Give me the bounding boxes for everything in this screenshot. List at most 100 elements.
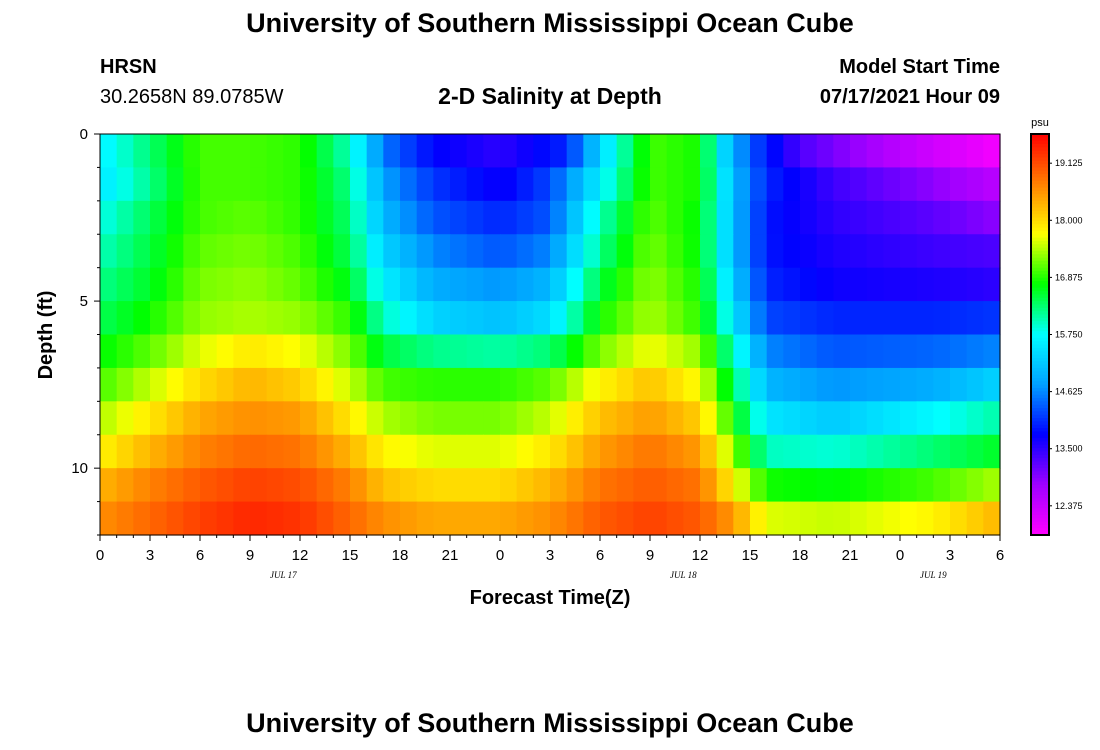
heatmap-cell [883, 434, 901, 469]
colorbar-segment [1031, 504, 1049, 509]
heatmap-cell [766, 468, 784, 503]
footer-title: University of Southern Mississippi Ocean… [246, 708, 854, 738]
heatmap-cell [583, 301, 601, 336]
heatmap-cell [216, 167, 234, 202]
heatmap-cell [133, 301, 151, 336]
heatmap-cell [133, 200, 151, 235]
heatmap-cell [283, 301, 301, 336]
heatmap-cell [166, 367, 184, 402]
heatmap-cell [833, 401, 851, 436]
heatmap-cell [933, 267, 951, 302]
colorbar-segment [1031, 421, 1049, 426]
heatmap-cell [783, 334, 801, 369]
heatmap-cell [750, 267, 768, 302]
heatmap-cell [283, 501, 301, 536]
heatmap-cell [383, 434, 401, 469]
heatmap-cell [233, 167, 251, 202]
heatmap-cell [550, 301, 568, 336]
heatmap-cell [750, 234, 768, 269]
heatmap-cell [450, 434, 468, 469]
heatmap-cell [416, 501, 434, 536]
heatmap-cell [683, 434, 701, 469]
heatmap-cell [916, 234, 934, 269]
heatmap-cell [900, 501, 918, 536]
colorbar-segment [1031, 384, 1049, 389]
heatmap-cell [833, 434, 851, 469]
heatmap-cell [466, 134, 484, 169]
colorbar-segment [1031, 140, 1049, 145]
heatmap-cell [950, 334, 968, 369]
heatmap-cell [416, 134, 434, 169]
heatmap-cell [600, 334, 618, 369]
heatmap-cell [533, 501, 551, 536]
heatmap-cell [800, 501, 818, 536]
heatmap-cell [766, 267, 784, 302]
x-tick-label: 12 [692, 547, 709, 564]
colorbar-segment [1031, 397, 1049, 402]
colorbar-segment [1031, 488, 1049, 493]
x-axis-label: Forecast Time(Z) [470, 587, 631, 609]
heatmap-cell [500, 468, 518, 503]
heatmap-cell [283, 200, 301, 235]
heatmap-cell [783, 134, 801, 169]
heatmap-cell [950, 468, 968, 503]
heatmap-cell [433, 200, 451, 235]
heatmap-cell [600, 468, 618, 503]
heatmap-cell [700, 367, 718, 402]
heatmap-cell [500, 267, 518, 302]
heatmap-cell [583, 401, 601, 436]
heatmap-cell [566, 301, 584, 336]
heatmap-cells [100, 134, 1001, 536]
heatmap-cell [766, 501, 784, 536]
heatmap-cell [550, 434, 568, 469]
y-tick-label: 0 [80, 126, 88, 143]
colorbar-segment [1031, 257, 1049, 262]
heatmap-cell [433, 267, 451, 302]
heatmap-cell [150, 134, 168, 169]
heatmap-cell [716, 434, 734, 469]
heatmap-cell [583, 200, 601, 235]
heatmap-cell [633, 501, 651, 536]
heatmap-cell [216, 468, 234, 503]
heatmap-cell [416, 434, 434, 469]
heatmap-cell [750, 434, 768, 469]
heatmap-cell [883, 334, 901, 369]
colorbar-segment [1031, 220, 1049, 225]
heatmap-cell [450, 501, 468, 536]
colorbar-segment [1031, 327, 1049, 332]
heatmap-cell [416, 301, 434, 336]
heatmap-cell [116, 167, 134, 202]
heatmap-cell [533, 167, 551, 202]
heatmap-cell [800, 334, 818, 369]
heatmap-cell [850, 501, 868, 536]
heatmap-cell [866, 334, 884, 369]
heatmap-cell [650, 167, 668, 202]
heatmap-cell [616, 367, 634, 402]
heatmap-cell [550, 200, 568, 235]
heatmap-cell [950, 501, 968, 536]
heatmap-cell [533, 401, 551, 436]
heatmap-cell [166, 401, 184, 436]
colorbar-segment [1031, 254, 1049, 259]
heatmap-cell [616, 468, 634, 503]
heatmap-cell [850, 401, 868, 436]
heatmap-cell [683, 234, 701, 269]
colorbar-segment [1031, 471, 1049, 476]
heatmap-cell [550, 267, 568, 302]
heatmap-cell [450, 367, 468, 402]
heatmap-cell [883, 401, 901, 436]
heatmap-cell [483, 434, 501, 469]
heatmap-cell [833, 200, 851, 235]
heatmap-cell [833, 301, 851, 336]
heatmap-cell [866, 367, 884, 402]
heatmap-cell [866, 200, 884, 235]
heatmap-cell [283, 267, 301, 302]
heatmap-cell [366, 200, 384, 235]
colorbar-segment [1031, 361, 1049, 366]
heatmap-cell [450, 200, 468, 235]
heatmap-cell [950, 367, 968, 402]
heatmap-cell [650, 434, 668, 469]
heatmap-cell [666, 134, 684, 169]
heatmap-cell [683, 301, 701, 336]
heatmap-cell [800, 301, 818, 336]
